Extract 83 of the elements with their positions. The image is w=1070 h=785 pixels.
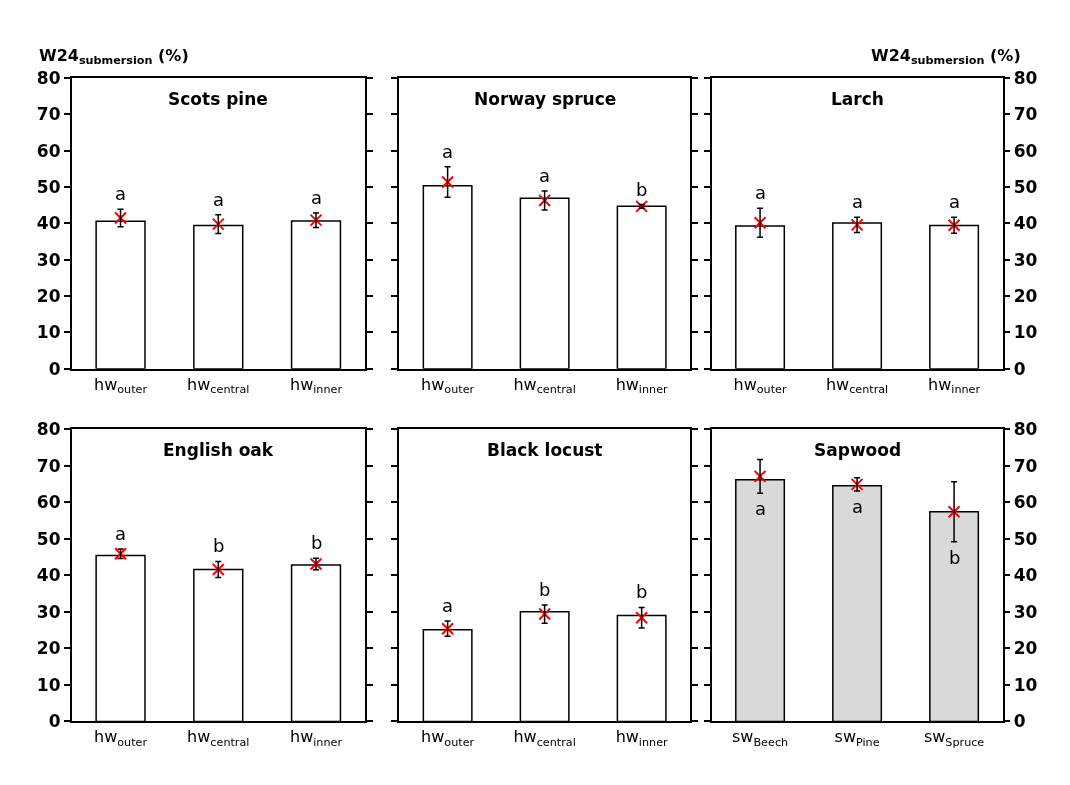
- annotation: a: [213, 189, 225, 210]
- annotation: a: [755, 182, 767, 203]
- y2-tick-label: 60: [1013, 492, 1038, 513]
- y-tick-label: 70: [36, 455, 61, 476]
- x-tick-label: hw$_{central}$: [513, 727, 576, 749]
- y-tick-label: 50: [36, 177, 61, 198]
- y2-tick-label: 60: [1013, 140, 1038, 161]
- annotation: b: [539, 579, 551, 600]
- y-tick-label: 70: [36, 104, 61, 125]
- x-tick-label: hw$_{inner}$: [615, 374, 669, 397]
- x-tick-label: hw$_{inner}$: [290, 727, 343, 749]
- text: Sapwood: [814, 440, 902, 460]
- x-tick-label: hw$_{inner}$: [290, 374, 343, 397]
- y-tick-label: 30: [36, 601, 61, 622]
- y-tick-label: 60: [36, 492, 61, 513]
- y2-tick-label: 0: [1013, 711, 1026, 732]
- annotation: a: [852, 496, 864, 517]
- annotation: a: [852, 191, 864, 212]
- annotation: a: [311, 187, 323, 208]
- y-tick-label: 80: [36, 68, 61, 89]
- y2-tick-label: 80: [1013, 68, 1038, 89]
- y-tick-label: 0: [48, 711, 61, 732]
- annotation: b: [636, 581, 648, 602]
- annotation: a: [949, 191, 961, 212]
- x-tick-label: hw$_{outer}$: [421, 374, 475, 397]
- annotation: a: [115, 183, 127, 204]
- x-tick-label: sw$_{Spruce}$: [923, 727, 985, 749]
- y-tick-label: 10: [36, 322, 61, 343]
- y2-tick-label: 30: [1013, 601, 1038, 622]
- y2-axis-title: W24$_{submersion}$ (%): [871, 46, 1021, 68]
- y-tick-label: 20: [36, 286, 61, 307]
- y2-tick-label: 40: [1013, 213, 1038, 234]
- x-tick-label: hw$_{inner}$: [615, 727, 669, 749]
- point: [947, 505, 961, 519]
- y-tick-label: 80: [36, 419, 61, 440]
- annotation: b: [949, 547, 961, 568]
- y-tick-label: 50: [36, 528, 61, 549]
- y2-tick-label: 10: [1013, 322, 1038, 343]
- y2-tick-label: 80: [1013, 419, 1038, 440]
- x-tick-label: sw$_{Pine}$: [834, 727, 880, 749]
- y-tick-label: 40: [36, 213, 61, 234]
- text: Black locust: [487, 440, 603, 460]
- x-tick-label: hw$_{central}$: [187, 374, 250, 397]
- x-tick-label: sw$_{Beech}$: [732, 727, 789, 749]
- y-tick-label: 60: [36, 140, 61, 161]
- point: [753, 469, 767, 483]
- x-tick-label: hw$_{central}$: [513, 374, 576, 397]
- x-tick-label: hw$_{inner}$: [928, 374, 981, 397]
- x-tick-label: hw$_{outer}$: [94, 374, 148, 397]
- x-tick-label: hw$_{central}$: [187, 727, 250, 749]
- point: [211, 217, 225, 231]
- y2-tick-label: 40: [1013, 565, 1038, 586]
- annotation: a: [442, 141, 454, 162]
- annotation: a: [442, 595, 454, 616]
- x-tick-label: hw$_{outer}$: [421, 727, 475, 749]
- y2-tick-label: 70: [1013, 104, 1038, 125]
- annotation: a: [755, 498, 767, 519]
- y2-tick-label: 20: [1013, 638, 1038, 659]
- annotation: b: [311, 532, 323, 553]
- x-tick-label: hw$_{central}$: [825, 374, 889, 397]
- text: English oak: [163, 440, 274, 460]
- text: Norway spruce: [474, 89, 617, 109]
- y2-tick-label: 50: [1013, 177, 1038, 198]
- annotation: a: [539, 165, 551, 186]
- y2-tick-label: 10: [1013, 674, 1038, 695]
- y-tick-label: 40: [36, 565, 61, 586]
- x-tick-label: hw$_{outer}$: [733, 374, 787, 397]
- y2-tick-label: 30: [1013, 249, 1038, 270]
- y2-tick-label: 70: [1013, 455, 1038, 476]
- x-tick-label: hw$_{outer}$: [94, 727, 148, 749]
- annotation: b: [213, 535, 225, 556]
- y-tick-label: 0: [48, 358, 61, 379]
- annotation: b: [636, 179, 648, 200]
- text: Scots pine: [168, 89, 268, 109]
- y2-tick-label: 50: [1013, 528, 1038, 549]
- y2-tick-label: 20: [1013, 286, 1038, 307]
- y-tick-label: 10: [36, 674, 61, 695]
- y-tick-label: 30: [36, 249, 61, 270]
- y2-tick-label: 0: [1013, 358, 1026, 379]
- annotation: a: [115, 523, 127, 544]
- y-axis-title: W24$_{submersion}$ (%): [39, 46, 189, 68]
- text: Larch: [831, 89, 884, 109]
- y-tick-label: 20: [36, 638, 61, 659]
